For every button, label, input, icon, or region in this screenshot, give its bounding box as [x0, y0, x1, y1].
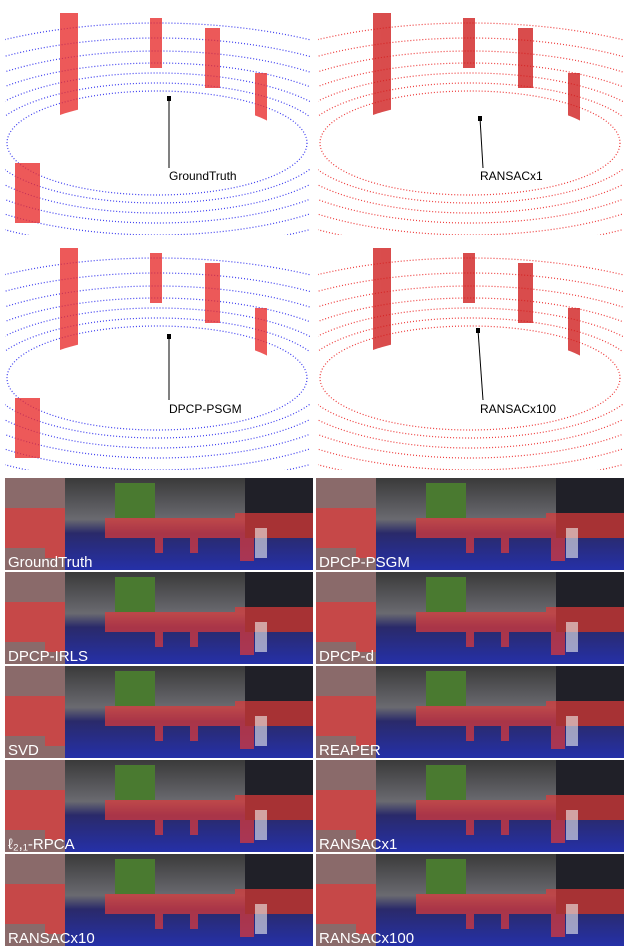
image-grid: GroundTruth DPCP-PSGM DPCP-IRLS DPCP-d SVD RE… [5, 478, 624, 947]
figure: GroundTruth RANSACx1 DPCP-PSGM RANSACx10… [0, 0, 624, 948]
panel-label: ℓ₂,₁-RPCA [8, 836, 75, 853]
image-panel: DPCP-d [316, 572, 624, 665]
image-panel: DPCP-PSGM [316, 478, 624, 571]
panel-label: SVD [8, 742, 39, 759]
image-panel: SVD [5, 666, 313, 759]
panel-label: GroundTruth [8, 554, 93, 571]
point-cloud-grid: GroundTruth RANSACx1 DPCP-PSGM RANSACx10… [0, 13, 624, 498]
panel-label: DPCP-IRLS [8, 648, 88, 665]
panel-label: REAPER [319, 742, 381, 759]
panel-label: DPCP-PSGM [169, 402, 242, 416]
image-panel: GroundTruth [5, 478, 313, 571]
panel-label: RANSACx10 [8, 930, 95, 947]
image [5, 666, 313, 758]
panel-label: GroundTruth [169, 169, 237, 183]
panel-label: DPCP-d [319, 648, 374, 665]
image-panel: RANSACx10 [5, 854, 313, 947]
image-panel: RANSACx100 [316, 854, 624, 947]
panel-label: RANSACx100 [319, 930, 414, 947]
panel-label: RANSACx100 [480, 402, 556, 416]
image-panel: DPCP-IRLS [5, 572, 313, 665]
panel-label: DPCP-PSGM [319, 554, 410, 571]
panel-label: RANSACx1 [319, 836, 397, 853]
image-panel: ℓ₂,₁-RPCA [5, 760, 313, 853]
panel-label: RANSACx1 [480, 169, 543, 183]
image-panel: RANSACx1 [316, 760, 624, 853]
image-panel: REAPER [316, 666, 624, 759]
